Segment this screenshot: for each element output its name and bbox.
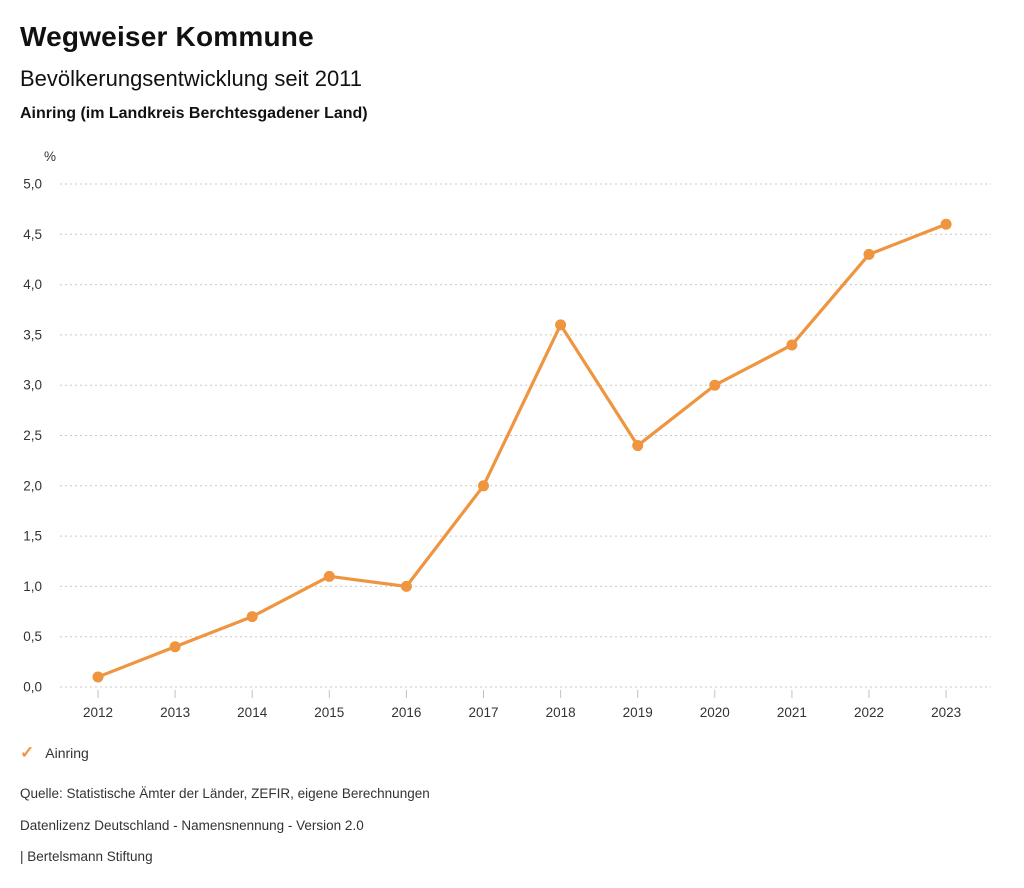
y-axis-unit-label: % bbox=[44, 149, 56, 164]
data-point-2015[interactable] bbox=[323, 570, 335, 582]
x-axis-tick-label: 2014 bbox=[237, 705, 268, 720]
data-point-2012[interactable] bbox=[92, 671, 104, 683]
data-point-2022[interactable] bbox=[863, 248, 875, 260]
population-line-chart: % 0,0 0,5 1,0 1,5 2,0 2,5 3,0 3,5 4,0 4,5 5,0 2012 20… bbox=[0, 140, 1024, 725]
y-axis-tick-label: 3,5 bbox=[23, 327, 42, 342]
data-point-2014[interactable] bbox=[246, 611, 258, 623]
series-line-ainring bbox=[96, 222, 948, 679]
x-axis-tick-label: 2019 bbox=[623, 705, 653, 720]
y-axis-tick-label: 3,0 bbox=[23, 378, 42, 393]
data-point-2020[interactable] bbox=[709, 379, 721, 391]
footer-license: Datenlizenz Deutschland - Namensnennung … bbox=[20, 818, 364, 833]
data-point-2016[interactable] bbox=[400, 580, 412, 592]
page-title: Wegweiser Kommune bbox=[20, 21, 314, 52]
y-axis-tick-label: 0,5 bbox=[23, 629, 42, 644]
x-axis-tick-label: 2023 bbox=[931, 705, 961, 720]
data-point-2023[interactable] bbox=[940, 218, 952, 230]
footer-attribution: | Bertelsmann Stiftung bbox=[20, 849, 153, 864]
x-axis-tick-label: 2013 bbox=[160, 705, 190, 720]
y-axis-tick-label: 0,0 bbox=[23, 680, 42, 695]
x-axis-tick-label: 2020 bbox=[700, 705, 730, 720]
x-axis-tick-label: 2017 bbox=[468, 705, 498, 720]
data-point-2021[interactable] bbox=[786, 339, 798, 351]
chart-svg: % 0,0 0,5 1,0 1,5 2,0 2,5 3,0 3,5 4,0 4,5 5,0 2012 20… bbox=[23, 149, 991, 720]
data-point-2017[interactable] bbox=[478, 480, 489, 492]
page-subtitle: Bevölkerungsentwicklung seit 2011 bbox=[20, 66, 363, 91]
x-axis-tick-label: 2012 bbox=[83, 705, 113, 720]
y-axis-tick-label: 2,5 bbox=[23, 428, 42, 443]
chart-region-title: Ainring (im Landkreis Berchtesgadener La… bbox=[20, 105, 368, 122]
data-point-2013[interactable] bbox=[169, 641, 181, 653]
y-axis-tick-label: 1,5 bbox=[23, 529, 42, 544]
legend-label: Ainring bbox=[45, 744, 89, 761]
y-axis-tick-label: 4,0 bbox=[23, 277, 42, 292]
y-axis-tick-label: 4,5 bbox=[23, 227, 42, 242]
y-axis-tick-label: 5,0 bbox=[23, 177, 42, 192]
data-point-2018[interactable] bbox=[555, 319, 567, 331]
x-axis-tick-label: 2022 bbox=[854, 705, 884, 720]
x-axis-tick-label: 2015 bbox=[314, 705, 344, 720]
data-point-2019[interactable] bbox=[632, 440, 644, 452]
footer-source: Quelle: Statistische Ämter der Länder, Z… bbox=[20, 786, 430, 801]
x-axis-tick-label: 2021 bbox=[777, 705, 807, 720]
y-axis-tick-label: 1,0 bbox=[23, 579, 42, 594]
x-axis-tick-label: 2018 bbox=[546, 705, 576, 720]
y-axis-tick-label: 2,0 bbox=[23, 478, 42, 493]
legend-item-ainring[interactable]: ✓ Ainring bbox=[20, 744, 89, 761]
x-axis-tick-label: 2016 bbox=[391, 705, 421, 720]
legend-check-icon: ✓ bbox=[20, 743, 35, 762]
